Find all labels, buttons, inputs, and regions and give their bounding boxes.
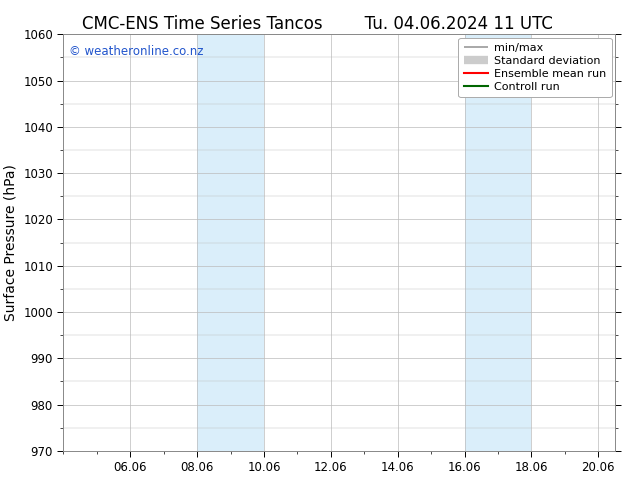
Legend: min/max, Standard deviation, Ensemble mean run, Controll run: min/max, Standard deviation, Ensemble me… — [458, 38, 612, 97]
Bar — [465, 34, 531, 451]
Bar — [197, 34, 264, 451]
Text: © weatheronline.co.nz: © weatheronline.co.nz — [69, 45, 204, 58]
Text: CMC-ENS Time Series Tancos        Tu. 04.06.2024 11 UTC: CMC-ENS Time Series Tancos Tu. 04.06.202… — [82, 15, 552, 33]
Y-axis label: Surface Pressure (hPa): Surface Pressure (hPa) — [4, 164, 18, 321]
